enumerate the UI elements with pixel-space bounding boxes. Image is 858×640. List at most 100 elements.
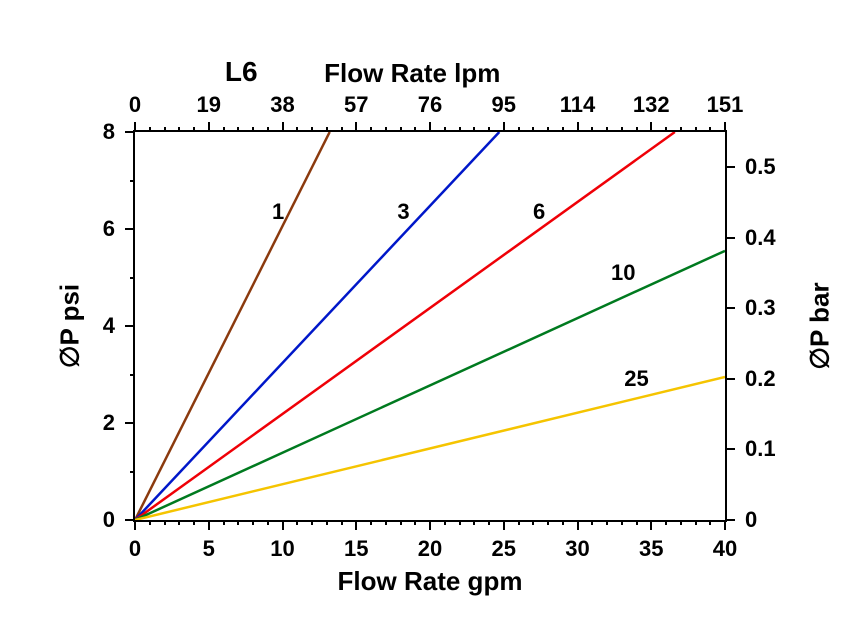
y-tick-right bbox=[725, 519, 735, 521]
x-tick-top bbox=[237, 127, 239, 132]
x-tick-top bbox=[311, 127, 313, 132]
x-tick-bottom bbox=[164, 520, 166, 525]
y-tick-left bbox=[130, 471, 135, 473]
x-tick-bottom bbox=[400, 520, 402, 525]
x-tick-bottom bbox=[208, 520, 210, 530]
series-label-10: 10 bbox=[611, 260, 635, 286]
x-tick-bottom bbox=[134, 520, 136, 530]
x-tick-top bbox=[724, 122, 726, 132]
x-tick-label-bottom: 35 bbox=[639, 536, 663, 562]
x-tick-label-top: 76 bbox=[418, 92, 442, 118]
x-tick-top bbox=[606, 127, 608, 132]
x-tick-label-top: 19 bbox=[197, 92, 221, 118]
x-tick-bottom bbox=[459, 520, 461, 525]
x-tick-top bbox=[208, 122, 210, 132]
x-tick-label-bottom: 15 bbox=[344, 536, 368, 562]
x-tick-top bbox=[444, 127, 446, 132]
x-tick-bottom bbox=[282, 520, 284, 530]
x-tick-label-bottom: 30 bbox=[565, 536, 589, 562]
x-tick-top bbox=[709, 127, 711, 132]
x-tick-top bbox=[621, 127, 623, 132]
x-tick-label-top: 114 bbox=[560, 92, 596, 118]
x-tick-top bbox=[164, 127, 166, 132]
y-tick-left bbox=[125, 325, 135, 327]
x-tick-bottom bbox=[252, 520, 254, 525]
series-label-6: 6 bbox=[533, 199, 545, 225]
x-tick-bottom bbox=[518, 520, 520, 525]
x-tick-top bbox=[503, 122, 505, 132]
x-tick-bottom bbox=[414, 520, 416, 525]
series-label-1: 1 bbox=[272, 199, 284, 225]
y-tick-left bbox=[130, 277, 135, 279]
x-tick-top bbox=[680, 127, 682, 132]
x-tick-bottom bbox=[606, 520, 608, 525]
y-tick-label-right: 0 bbox=[745, 507, 757, 533]
x-tick-label-bottom: 40 bbox=[713, 536, 737, 562]
x-axis-label-bottom: Flow Rate gpm bbox=[338, 566, 523, 597]
x-tick-label-top: 151 bbox=[707, 92, 744, 118]
x-tick-label-top: 38 bbox=[270, 92, 294, 118]
x-tick-top bbox=[223, 127, 225, 132]
x-tick-top bbox=[459, 127, 461, 132]
x-tick-top bbox=[267, 127, 269, 132]
x-tick-bottom bbox=[621, 520, 623, 525]
x-tick-label-bottom: 20 bbox=[418, 536, 442, 562]
x-tick-bottom bbox=[503, 520, 505, 530]
series-line-25 bbox=[135, 377, 725, 520]
plot-area bbox=[135, 132, 725, 520]
y-tick-right bbox=[725, 448, 735, 450]
x-tick-label-top: 57 bbox=[344, 92, 368, 118]
x-tick-label-top: 0 bbox=[129, 92, 141, 118]
x-tick-top bbox=[149, 127, 151, 132]
y-tick-label-left: 8 bbox=[103, 119, 115, 145]
y-tick-label-left: 2 bbox=[103, 410, 115, 436]
x-tick-bottom bbox=[370, 520, 372, 525]
y-tick-label-right: 0.5 bbox=[745, 154, 776, 180]
x-tick-top bbox=[488, 127, 490, 132]
y-tick-left bbox=[130, 180, 135, 182]
y-tick-left bbox=[125, 228, 135, 230]
x-tick-top bbox=[636, 127, 638, 132]
y-tick-label-right: 0.3 bbox=[745, 295, 776, 321]
x-tick-bottom bbox=[665, 520, 667, 525]
x-tick-bottom bbox=[237, 520, 239, 525]
x-tick-top bbox=[326, 127, 328, 132]
y-tick-label-left: 4 bbox=[103, 313, 115, 339]
series-line-1 bbox=[135, 132, 330, 520]
x-tick-top bbox=[414, 127, 416, 132]
x-tick-bottom bbox=[223, 520, 225, 525]
y-tick-label-right: 0.1 bbox=[745, 436, 776, 462]
y-tick-label-left: 0 bbox=[103, 507, 115, 533]
x-tick-bottom bbox=[296, 520, 298, 525]
x-tick-bottom bbox=[444, 520, 446, 525]
x-tick-top bbox=[665, 127, 667, 132]
x-tick-bottom bbox=[709, 520, 711, 525]
x-tick-top bbox=[178, 127, 180, 132]
x-tick-top bbox=[532, 127, 534, 132]
x-tick-top bbox=[341, 127, 343, 132]
series-lines bbox=[135, 132, 725, 520]
x-tick-bottom bbox=[326, 520, 328, 525]
x-tick-label-bottom: 10 bbox=[270, 536, 294, 562]
x-tick-top bbox=[296, 127, 298, 132]
x-tick-bottom bbox=[577, 520, 579, 530]
x-tick-bottom bbox=[355, 520, 357, 530]
x-tick-top bbox=[473, 127, 475, 132]
x-tick-top bbox=[695, 127, 697, 132]
x-tick-top bbox=[577, 122, 579, 132]
x-tick-bottom bbox=[149, 520, 151, 525]
x-tick-bottom bbox=[193, 520, 195, 525]
x-tick-bottom bbox=[385, 520, 387, 525]
y-axis-label-right: ∅P bar bbox=[805, 282, 836, 369]
series-label-3: 3 bbox=[397, 199, 409, 225]
x-tick-bottom bbox=[547, 520, 549, 525]
x-tick-top bbox=[252, 127, 254, 132]
x-tick-top bbox=[591, 127, 593, 132]
x-tick-bottom bbox=[429, 520, 431, 530]
x-tick-bottom bbox=[267, 520, 269, 525]
x-tick-bottom bbox=[591, 520, 593, 525]
y-axis-label-left: ∅P psi bbox=[55, 284, 86, 368]
series-line-3 bbox=[135, 132, 499, 520]
y-tick-right bbox=[725, 237, 735, 239]
series-line-6 bbox=[135, 132, 675, 520]
